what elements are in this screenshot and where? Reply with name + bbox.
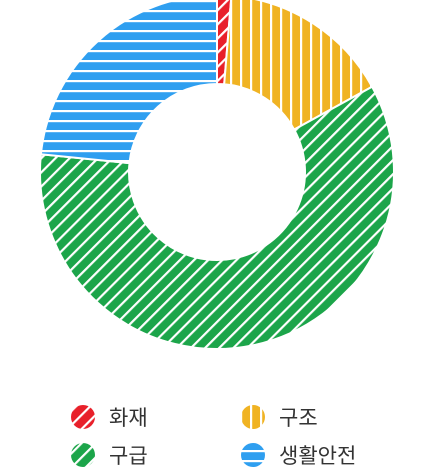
legend-swatch <box>71 443 95 467</box>
legend-label: 화재 <box>109 406 148 430</box>
legend-item-구급[interactable]: 구급 <box>71 443 148 468</box>
legend-swatch <box>71 405 95 429</box>
legend-item-생활안전[interactable]: 생활안전 <box>241 443 356 468</box>
legend-label: 구조 <box>279 406 318 430</box>
legend-swatch <box>241 443 265 467</box>
legend-swatch <box>241 405 265 429</box>
legend-item-화재[interactable]: 화재 <box>71 405 148 430</box>
slice-구급[interactable] <box>39 85 395 350</box>
legend-label: 구급 <box>109 444 148 468</box>
slice-생활안전[interactable] <box>39 0 218 165</box>
legend-item-구조[interactable]: 구조 <box>241 405 318 430</box>
chart-slices <box>39 0 395 350</box>
legend-label: 생활안전 <box>279 444 356 468</box>
